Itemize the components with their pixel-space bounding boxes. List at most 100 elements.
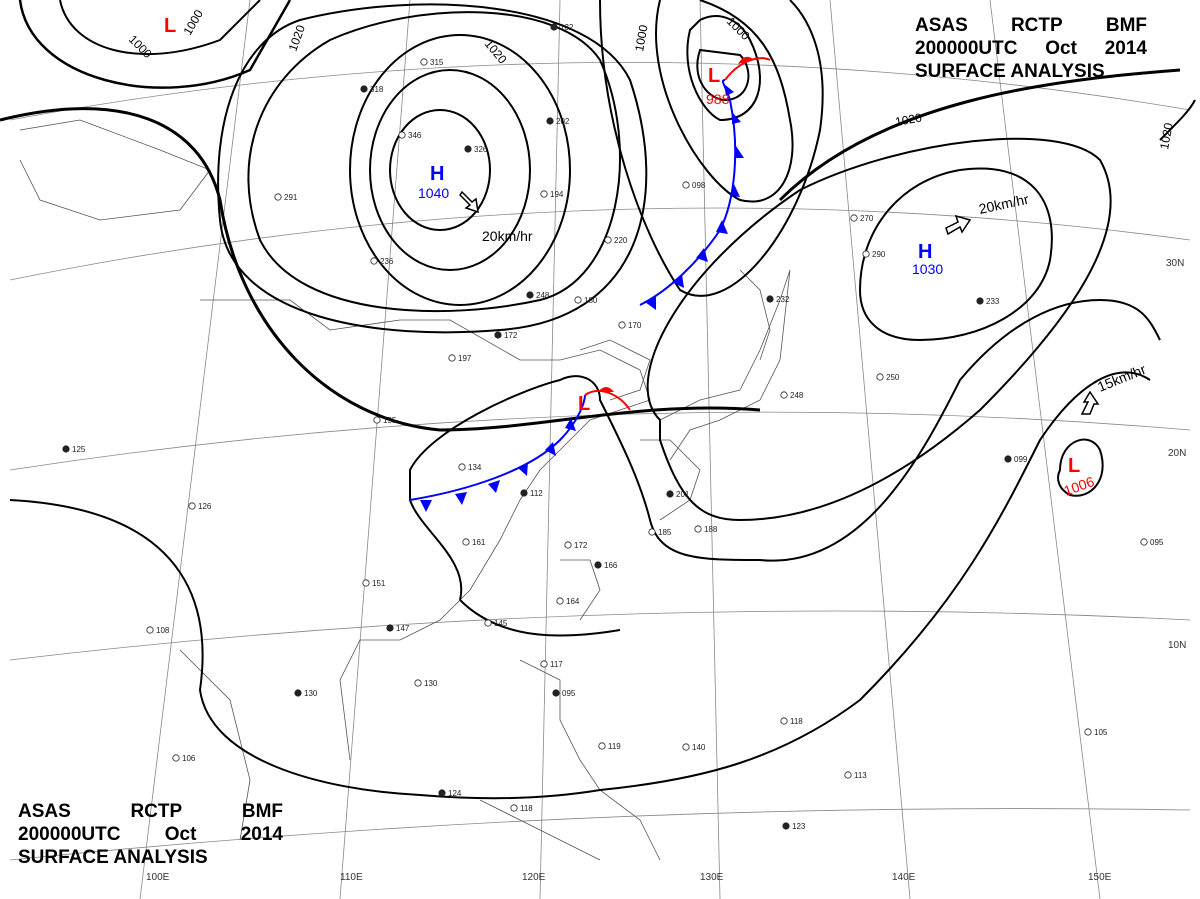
station-marker (618, 321, 626, 329)
motion-arrow (459, 190, 479, 214)
station-pressure: 346 (408, 131, 422, 140)
isobar (1159, 99, 1196, 141)
station-pressure: 197 (458, 354, 472, 363)
station-marker (540, 660, 548, 668)
isobar (59, 0, 261, 56)
station-marker (876, 373, 884, 381)
year: 2014 (1104, 38, 1147, 59)
isobars (0, 0, 1196, 800)
station-marker (458, 463, 466, 471)
station-marker (438, 789, 446, 797)
station-marker (274, 193, 282, 201)
station-code: RCTP (130, 801, 183, 822)
isobar-label: 1000 (126, 32, 155, 61)
station-pressure: 134 (468, 463, 482, 472)
station-marker (766, 295, 774, 303)
isobar (389, 109, 491, 231)
title-block-bottom-left: ASAS RCTP BMF 200000UTC Oct 2014 SURFACE… (18, 800, 283, 869)
station-pressure: 140 (692, 743, 706, 752)
station-marker (362, 579, 370, 587)
station-pressure: 236 (380, 257, 394, 266)
lon-label: 100E (146, 872, 170, 883)
station-pressure: 145 (494, 619, 508, 628)
station-marker (62, 445, 70, 453)
isobar (686, 15, 761, 122)
month: Oct (1045, 38, 1077, 59)
station-marker (520, 489, 528, 497)
station-pressure: 202 (556, 117, 570, 126)
isobar-label: 1000 (632, 23, 650, 52)
lat-label: 20N (1168, 448, 1186, 459)
station-marker (850, 214, 858, 222)
station-pressure: 118 (790, 717, 803, 726)
isobar (655, 0, 794, 203)
station-pressure: 105 (1094, 728, 1108, 737)
lon-label: 150E (1088, 872, 1112, 883)
station-pressure: 113 (854, 771, 867, 780)
cold-front (639, 79, 737, 306)
station-pressure: 185 (658, 528, 672, 537)
station-pressure: 270 (860, 214, 874, 223)
high-pressure-value: 1040 (418, 185, 449, 201)
lon-label: 110E (340, 872, 363, 883)
cold-front-pips (645, 84, 744, 310)
station-marker (604, 236, 612, 244)
chart-title: SURFACE ANALYSIS (18, 847, 208, 868)
station-marker (386, 624, 394, 632)
lon-label: 120E (522, 872, 546, 883)
cold-front-pips (420, 418, 576, 512)
station-marker (462, 538, 470, 546)
station-pressure: 172 (574, 541, 588, 550)
isobar (1057, 438, 1104, 497)
station-marker (546, 117, 554, 125)
station-marker (598, 742, 606, 750)
station-marker (510, 804, 518, 812)
station-pressure: 112 (530, 489, 543, 498)
motion-arrow (1080, 390, 1100, 415)
station-marker (420, 58, 428, 66)
station-marker (540, 190, 548, 198)
station-pressure: 132 (560, 23, 574, 32)
motion-speed: 20km/hr (482, 228, 533, 244)
station-pressure: 194 (550, 190, 564, 199)
isobar-label: 1020 (286, 23, 308, 53)
station-marker (666, 490, 674, 498)
station-pressure: 315 (430, 58, 444, 67)
station-marker (564, 541, 572, 549)
station-pressure: 248 (536, 291, 550, 300)
station-marker (448, 354, 456, 362)
station-marker (694, 525, 702, 533)
year: 2014 (240, 824, 283, 845)
station-marker (526, 291, 534, 299)
agency-code: ASAS (18, 801, 71, 822)
station-marker (574, 296, 582, 304)
station-marker (294, 689, 302, 697)
low-marker: L (578, 393, 590, 415)
station-pressure: 099 (1014, 455, 1028, 464)
station-plots: 318 315 346 326 291 236 202 194 220 248 180 170 172 1… (62, 23, 1164, 831)
isobar (18, 0, 292, 89)
station-marker (373, 416, 381, 424)
station-pressure: 117 (550, 660, 563, 669)
isobar-label: 1000 (180, 7, 206, 37)
title-block-top-right: ASAS RCTP BMF 200000UTC Oct 2014 SURFACE… (915, 14, 1147, 83)
isobar-label: 1020 (482, 37, 510, 67)
station-code: RCTP (1010, 15, 1063, 36)
station-pressure: 125 (72, 445, 86, 454)
station-marker (188, 502, 196, 510)
warm-front-pip (738, 56, 754, 64)
month: Oct (164, 824, 197, 845)
station-marker (976, 297, 984, 305)
station-marker (682, 743, 690, 751)
station-pressure: 119 (608, 742, 621, 751)
station-marker (1140, 538, 1148, 546)
coastlines (19, 119, 791, 861)
valid-time: 200000UTC (18, 824, 121, 845)
station-pressure: 232 (776, 295, 790, 304)
station-marker (464, 145, 472, 153)
station-pressure: 151 (372, 579, 386, 588)
station-pressure: 130 (424, 679, 438, 688)
isobar (409, 298, 1161, 601)
high-pressure-value: 1030 (912, 261, 943, 277)
